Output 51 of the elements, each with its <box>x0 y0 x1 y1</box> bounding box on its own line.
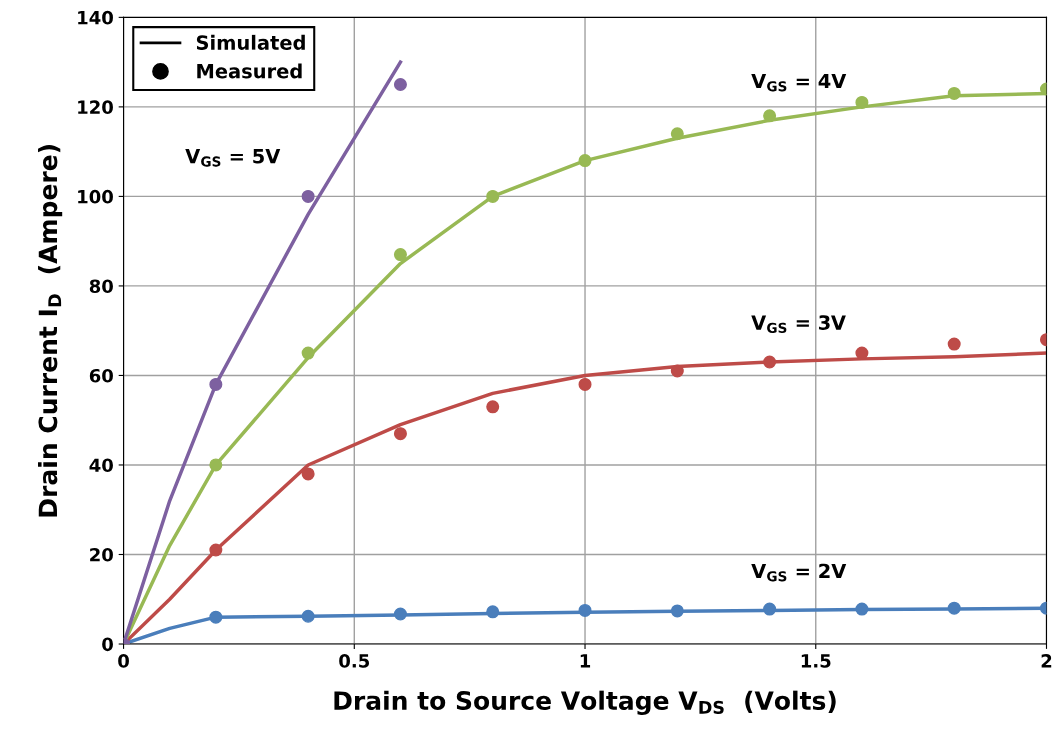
point <box>763 602 777 616</box>
x-tick-label: 1.5 <box>801 654 831 668</box>
point <box>763 355 777 369</box>
text: Drain Current I$_{D}$ (Ampere) <box>38 145 63 517</box>
y-tick-label: 60 <box>89 368 113 383</box>
text: Drain to Source Voltage V$_{DS}$ (Volts) <box>334 690 836 716</box>
x-tick-label: 0.5 <box>339 654 370 668</box>
series-label: V$_{GS}$ = 2V <box>751 563 847 582</box>
x-tick-label: 2 <box>1041 654 1052 668</box>
point <box>486 400 500 414</box>
legend-label: Simulated <box>196 34 305 50</box>
point <box>393 427 407 441</box>
point <box>393 607 407 621</box>
series-label: V$_{GS}$ = 3V <box>751 315 846 334</box>
y-tick-label: 100 <box>78 189 113 204</box>
y-tick-label: 80 <box>89 279 113 294</box>
x-tick-label: 1 <box>580 654 591 668</box>
point <box>947 86 961 100</box>
point <box>670 127 684 141</box>
point <box>670 604 684 618</box>
text: V$_{GS}$ = 5V <box>185 149 281 167</box>
point <box>578 154 592 168</box>
point <box>855 95 869 109</box>
x-tick-label: 0 <box>118 654 129 668</box>
point <box>209 610 223 624</box>
point <box>209 543 223 557</box>
point <box>301 467 315 481</box>
point <box>670 364 684 378</box>
point <box>855 602 869 616</box>
y-tick-label: 0 <box>102 637 113 652</box>
point <box>393 78 407 92</box>
point <box>486 189 500 203</box>
y-tick-label: 120 <box>78 100 113 114</box>
point <box>947 337 961 351</box>
point <box>763 109 777 123</box>
series-label: V$_{GS}$ = 4V <box>751 73 847 92</box>
point <box>393 248 407 262</box>
point <box>578 603 592 617</box>
legend-label: Measured <box>197 63 302 79</box>
point <box>855 346 869 360</box>
y-tick-label: 140 <box>78 10 113 25</box>
point <box>301 609 315 623</box>
point <box>209 458 223 472</box>
point <box>301 346 315 360</box>
point <box>486 605 500 619</box>
point <box>578 377 592 391</box>
point <box>301 189 315 203</box>
point <box>947 601 961 615</box>
point <box>209 377 223 391</box>
y-tick-label: 20 <box>90 547 113 562</box>
y-tick-label: 40 <box>89 458 113 473</box>
